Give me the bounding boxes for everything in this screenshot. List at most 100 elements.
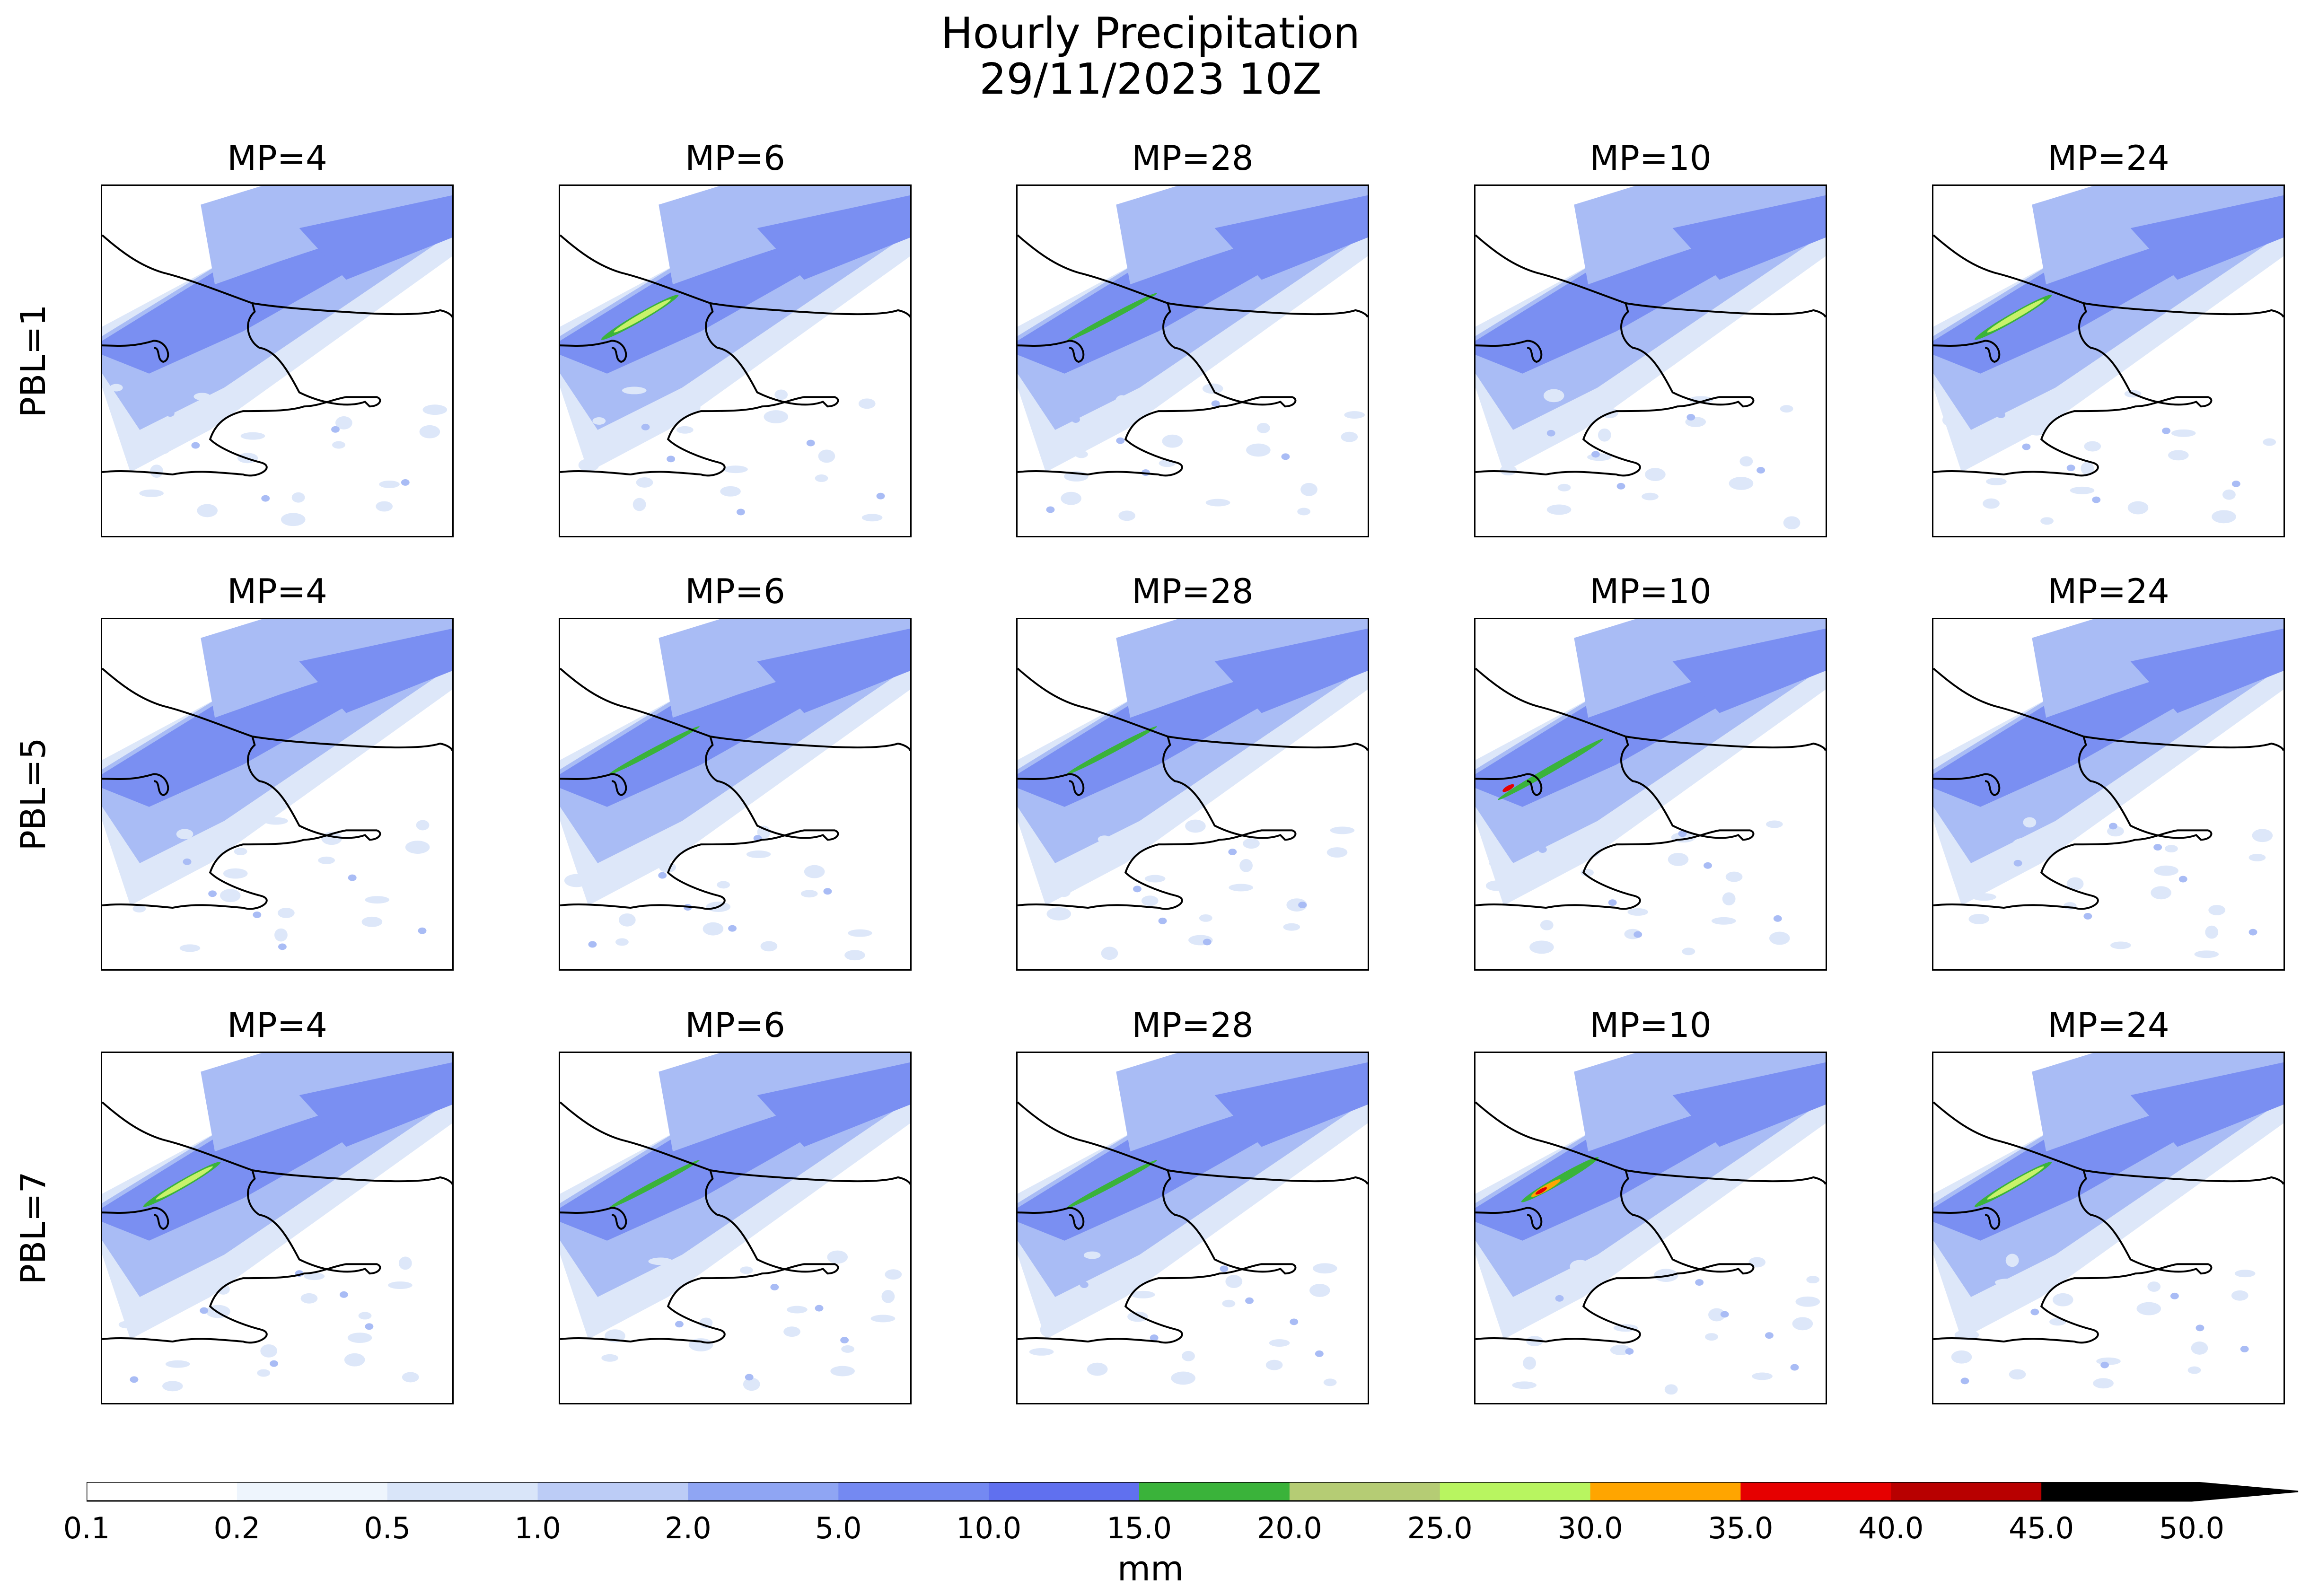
colorbar-tick-label: 15.0 (1106, 1511, 1172, 1545)
precip-cell (601, 1354, 619, 1362)
precip-cell (783, 1326, 800, 1337)
precip-cell (1642, 492, 1659, 500)
figure-title-line2: 29/11/2023 10Z (979, 54, 1322, 104)
precip-cell (270, 1360, 278, 1367)
precip-cell (1704, 862, 1712, 869)
precip-cell (2110, 941, 2131, 949)
precip-map (560, 619, 910, 961)
precip-cell (1061, 491, 1081, 505)
precip-map (1933, 186, 2283, 525)
precip-streak-yellow (1987, 299, 2044, 333)
colorbar-tick-label: 0.2 (213, 1511, 261, 1545)
precip-cell (416, 820, 430, 831)
precip-cell (1752, 1372, 1773, 1380)
precip-cell (1225, 1275, 1243, 1288)
precip-band-northeast (757, 1062, 910, 1147)
colorbar-unit: mm (1117, 1549, 1184, 1588)
precip-cell (1245, 1297, 1254, 1304)
precip-cell (2005, 1254, 2019, 1267)
precip-cell (418, 927, 427, 934)
precip-band-northeast (1214, 1062, 1368, 1147)
precip-band-northeast (2130, 1062, 2283, 1147)
precip-cell (2029, 402, 2054, 412)
precip-cell (405, 841, 430, 854)
colorbar-bar (86, 1481, 2299, 1502)
precip-cell (641, 423, 650, 430)
precip-cell (1546, 504, 1572, 515)
precip-cell (1806, 1276, 1820, 1284)
map-panel (559, 184, 912, 537)
map-panel (101, 184, 454, 537)
precip-cell (1222, 1299, 1236, 1307)
precip-cell (1725, 871, 1743, 882)
precip-cell (1046, 907, 1071, 921)
colorbar-tick-label: 40.0 (1858, 1511, 1924, 1545)
coastline (1933, 234, 2283, 477)
precip-cell (2147, 1281, 2161, 1292)
map-panel (1474, 184, 1827, 537)
precip-cell (1075, 450, 1088, 458)
precip-cell (2092, 496, 2101, 503)
precip-cell (1118, 510, 1135, 521)
precip-cell (388, 1281, 413, 1289)
precip-cell (605, 1268, 614, 1275)
precip-cell (166, 410, 175, 417)
colorbar-segment (688, 1482, 839, 1501)
precip-cell (1739, 456, 1753, 467)
precip-cell (122, 1296, 143, 1309)
panel-title: MP=28 (1132, 138, 1254, 178)
precip-cell (1489, 859, 1514, 868)
precip-cell (191, 442, 200, 449)
map-panel (1474, 618, 1827, 971)
precip-cell (1312, 1263, 1337, 1274)
precip-cell (1239, 859, 1253, 872)
precip-cell (2136, 1302, 2161, 1315)
precip-cell (139, 489, 164, 497)
precip-cell (1133, 886, 1142, 893)
precip-cell (1994, 1279, 2020, 1287)
colorbar-tick-label: 0.5 (364, 1511, 411, 1545)
precip-cell (1205, 499, 1230, 507)
colorbar-segment (87, 1482, 237, 1501)
precip-band-northeast (299, 195, 452, 280)
precip-cell (848, 929, 872, 937)
precip-cell (208, 890, 217, 897)
precip-cell (176, 829, 193, 840)
precip-cell (1297, 508, 1310, 516)
precip-cell (2066, 465, 2075, 472)
precip-cell (800, 890, 818, 898)
panel-title: MP=24 (2047, 571, 2169, 611)
precip-cell (578, 458, 599, 472)
precip-cell (1228, 849, 1237, 855)
precip-map (1018, 619, 1368, 960)
precip-cell (2012, 838, 2037, 851)
precip-cell (881, 1289, 895, 1303)
precip-cell (304, 1272, 325, 1280)
precip-cell (1529, 940, 1554, 954)
colorbar-segment (537, 1482, 688, 1501)
coastline (102, 1101, 452, 1344)
coastline (1933, 667, 2283, 910)
precip-cell (1555, 1295, 1564, 1302)
precip-cell (376, 501, 393, 512)
precip-cell (1141, 895, 1159, 906)
precip-cell (885, 1269, 902, 1280)
precip-cell (636, 477, 653, 488)
precip-cell (736, 509, 745, 516)
precip-cell (1678, 830, 1687, 837)
coastline (1018, 667, 1368, 910)
precip-cell (1171, 1371, 1195, 1385)
precip-cell (1063, 833, 1072, 840)
precip-cell (1503, 444, 1524, 452)
panel-title: MP=4 (227, 1005, 327, 1045)
precip-cell (662, 842, 683, 850)
coastline (1018, 1101, 1368, 1344)
precip-streak-red (1502, 784, 1514, 792)
precip-cell (2263, 438, 2276, 446)
precip-cell (1243, 838, 1260, 849)
precip-cell (2248, 853, 2266, 861)
precip-band-northeast (2130, 195, 2283, 280)
precip-streak-yellow (1987, 1166, 2044, 1200)
colorbar-tick-label: 1.0 (514, 1511, 561, 1545)
precip-band-northeast (1214, 628, 1368, 713)
